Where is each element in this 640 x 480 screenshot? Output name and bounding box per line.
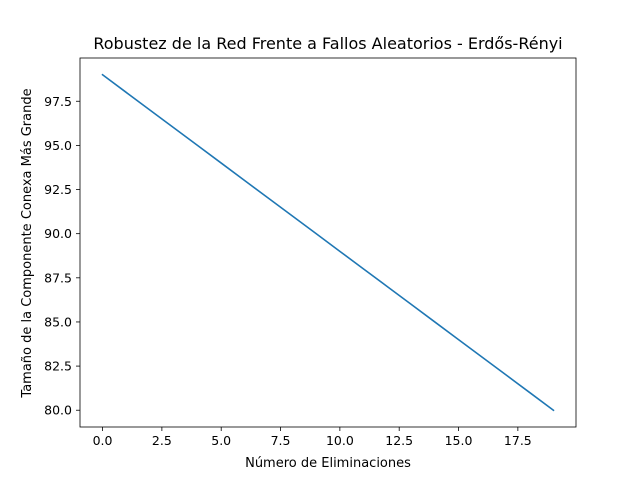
y-axis-ticks: 80.0 82.5 85.0 87.5 90.0 92.5 95.0 97.5 bbox=[44, 94, 80, 418]
x-tick-label: 17.5 bbox=[504, 433, 532, 448]
y-tick-label: 82.5 bbox=[44, 359, 72, 374]
y-tick-label: 80.0 bbox=[44, 403, 72, 418]
axes-frame bbox=[79, 57, 577, 428]
y-tick-label: 90.0 bbox=[44, 226, 72, 241]
x-tick-label: 0.0 bbox=[93, 433, 113, 448]
series-line bbox=[101, 73, 555, 412]
x-tick-label: 10.0 bbox=[326, 433, 354, 448]
y-tick-label: 97.5 bbox=[44, 94, 72, 109]
y-tick-label: 85.0 bbox=[44, 314, 72, 329]
series-layer bbox=[101, 73, 555, 412]
y-tick-label: 95.0 bbox=[44, 138, 72, 153]
x-axis-ticks: 0.0 2.5 5.0 7.5 10.0 12.5 15.0 17.5 bbox=[93, 427, 532, 448]
y-axis-label: Tamaño de la Componente Conexa Más Grand… bbox=[20, 88, 35, 398]
y-tick-label: 87.5 bbox=[44, 270, 72, 285]
x-tick-label: 7.5 bbox=[271, 433, 291, 448]
x-axis-label: Número de Eliminaciones bbox=[245, 456, 411, 471]
x-tick-label: 2.5 bbox=[152, 433, 172, 448]
x-tick-label: 12.5 bbox=[385, 433, 413, 448]
y-tick-label: 92.5 bbox=[44, 182, 72, 197]
x-tick-label: 15.0 bbox=[445, 433, 473, 448]
chart-title: Robustez de la Red Frente a Fallos Aleat… bbox=[93, 34, 562, 53]
x-tick-label: 5.0 bbox=[211, 433, 231, 448]
